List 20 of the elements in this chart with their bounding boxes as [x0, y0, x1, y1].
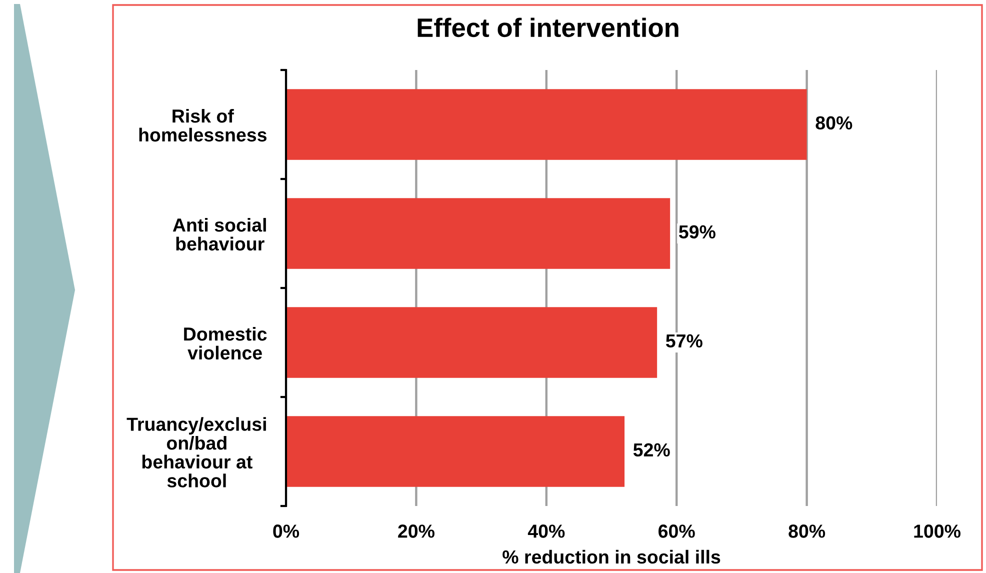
bar [286, 89, 807, 160]
data-label: 57% [666, 334, 702, 348]
x-tick-label: 100% [914, 524, 960, 538]
y-tick-label: Truancy/exclusi on/bad behaviour at school [126, 417, 266, 488]
chart-title: Effect of intervention [418, 18, 678, 38]
x-tick-label: 80% [788, 524, 826, 538]
data-label: 80% [816, 116, 852, 130]
bar [286, 198, 670, 269]
x-tick-label: 20% [398, 524, 434, 538]
bar [286, 416, 625, 487]
y-tick-label: Anti social behaviour [172, 218, 266, 251]
x-tick-label: 60% [658, 524, 695, 538]
x-tick-label: 40% [528, 524, 565, 538]
bar [286, 307, 658, 378]
x-tick-label: 0% [273, 524, 300, 538]
x-axis-title: % reduction in social ills [502, 550, 720, 564]
y-tick-label: Risk of homelessness [139, 108, 266, 142]
data-label: 52% [633, 443, 670, 457]
data-label: 59% [679, 225, 716, 239]
y-tick-label: Domestic violence [184, 326, 267, 360]
